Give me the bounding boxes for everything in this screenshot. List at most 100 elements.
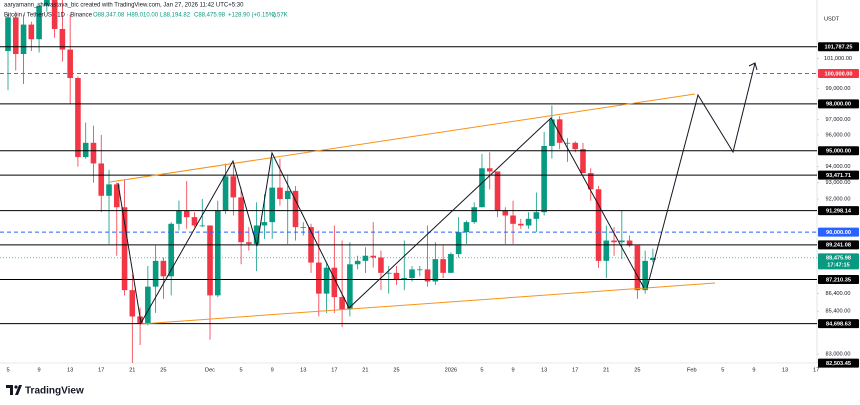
y-tick-label: 83,000.00	[826, 352, 851, 358]
candle-body	[168, 223, 174, 277]
candle-body	[28, 24, 35, 40]
candle-body	[486, 168, 493, 172]
x-tick-label: 13	[541, 367, 547, 373]
last-price-countdown: 17:47:15	[827, 263, 849, 269]
candle-body	[20, 24, 27, 55]
x-tick-label: 21	[362, 367, 368, 373]
candle-body	[463, 222, 470, 233]
candle-body	[533, 212, 540, 219]
candle-body	[261, 222, 268, 226]
candle-body	[502, 210, 509, 216]
candle-body	[82, 142, 89, 158]
x-tick-label: 13	[300, 367, 306, 373]
level-label-bg	[818, 275, 859, 285]
candle-body	[238, 197, 244, 243]
lower-channel	[140, 282, 716, 325]
x-tick-label: 9	[271, 367, 274, 373]
candle-body	[401, 278, 408, 280]
level-label-bg	[818, 146, 859, 156]
level-label: 82,503.45	[826, 361, 851, 367]
last-price-label: 88,475.98	[826, 256, 851, 262]
x-tick-label: 5	[480, 367, 483, 373]
candle-body	[59, 28, 66, 50]
level-label-bg	[818, 68, 859, 78]
level-label: 90,000.00	[826, 230, 851, 236]
candle-body	[370, 255, 376, 258]
volume: 2.57K	[272, 13, 288, 19]
ohlc-close: C88,475.98	[194, 13, 226, 19]
candle-body	[432, 259, 439, 282]
candle-body	[354, 260, 361, 265]
level-label-bg	[818, 240, 859, 250]
level-label-bg	[818, 170, 859, 180]
ohlc-open: O88,347.08	[93, 13, 125, 19]
level-label: 93,471.71	[826, 173, 851, 179]
level-label-bg	[818, 227, 859, 237]
candle-body	[572, 142, 579, 150]
candle-body	[160, 260, 167, 277]
x-tick-label: 21	[129, 367, 135, 373]
candle-body	[347, 264, 353, 310]
zigzag	[117, 117, 645, 325]
candle-body	[642, 260, 648, 291]
ohlc-change: +128.90 (+0.15%)	[228, 13, 276, 19]
levels: 101,787.25 100,000.00 98,000.00 95,000.00 93…	[0, 42, 859, 368]
logo-text: TradingView	[25, 386, 84, 397]
candle-body	[587, 173, 594, 190]
level-label-bg	[818, 99, 859, 109]
candle-body	[67, 49, 73, 78]
projection-arrow	[748, 62, 758, 71]
candle-body	[75, 77, 81, 158]
logo-dot	[14, 385, 18, 389]
candle-body	[277, 187, 283, 200]
symbol: Bitcoin / TetherUS · 1D · Binance	[4, 13, 93, 19]
x-tick-label: 17	[331, 367, 337, 373]
candle-body	[323, 267, 330, 294]
level-label: 91,298.14	[826, 208, 852, 214]
x-tick-label: 25	[634, 367, 640, 373]
candle-body	[541, 145, 547, 213]
candle-body	[549, 119, 555, 146]
candle-body	[424, 269, 431, 282]
y-tick-label: 99,000.00	[826, 86, 851, 92]
candle-body	[113, 184, 120, 208]
candle-body	[183, 210, 190, 218]
candle-body	[393, 272, 400, 280]
y-tick-label: 101,000.00	[824, 56, 852, 62]
level-label: 95,000.00	[826, 149, 851, 155]
candle-body	[409, 269, 415, 279]
candle-body	[595, 189, 602, 261]
candle-body	[510, 215, 516, 224]
candle-body	[378, 257, 384, 273]
ohlc-high: H89,010.00	[127, 13, 159, 19]
candles	[5, 0, 656, 363]
candle-body	[98, 163, 105, 196]
candle-body	[129, 290, 136, 317]
candle-body	[253, 225, 260, 244]
upper-channel	[109, 93, 696, 183]
x-tick-label: 13	[782, 367, 788, 373]
candle-body	[316, 262, 322, 294]
drawings	[109, 62, 758, 325]
candle-body	[471, 207, 477, 223]
candle-body	[145, 286, 151, 324]
y-tick-label: 85,400.00	[826, 309, 851, 315]
x-tick-label: 9	[752, 367, 755, 373]
candle-body	[385, 272, 392, 274]
candle-body	[479, 168, 485, 208]
candle-body	[284, 190, 291, 200]
candle-body	[51, 0, 58, 29]
x-tick-label: 5	[240, 367, 243, 373]
projection	[646, 62, 756, 289]
x-tick-label: 2026	[445, 367, 457, 373]
y-tick-label: 97,000.00	[826, 117, 851, 123]
x-tick-label: 5	[6, 367, 9, 373]
candle-body	[269, 187, 275, 223]
candle-body	[12, 17, 19, 55]
x-tick-label: 5	[721, 367, 724, 373]
candle-body	[580, 149, 586, 174]
candle-body	[152, 260, 159, 287]
candle-body	[448, 254, 454, 273]
y-tick-label: 96,000.00	[826, 132, 851, 138]
